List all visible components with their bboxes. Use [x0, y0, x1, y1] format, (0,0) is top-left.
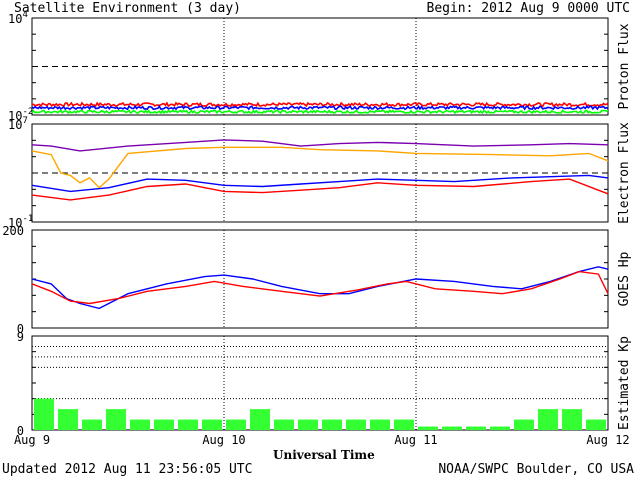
- kp-bar: [370, 419, 390, 430]
- panel-frame-2: [31, 229, 609, 329]
- x-tick-label: Aug 9: [14, 433, 50, 447]
- series-line-1-3: [31, 178, 609, 201]
- x-tick-label: Aug 11: [394, 433, 437, 447]
- x-tick-label: Aug 12: [586, 433, 629, 447]
- y-tick-label: 0: [17, 424, 24, 438]
- y-axis-label: Electron Flux: [617, 122, 632, 224]
- proton-series-0: [31, 101, 609, 108]
- y-tick-label: 200: [2, 224, 24, 238]
- kp-bar: [178, 419, 198, 430]
- x-axis-label: Universal Time: [273, 448, 375, 462]
- chart-title: Satellite Environment (3 day): [14, 1, 241, 16]
- x-tick-label: Aug 10: [202, 433, 245, 447]
- kp-bar: [322, 419, 342, 430]
- series-line-2-0: [31, 266, 609, 310]
- y-tick-label: 0: [17, 322, 24, 336]
- kp-bar: [298, 419, 318, 430]
- kp-bar: [466, 426, 486, 430]
- kp-bar: [490, 426, 510, 430]
- kp-bar: [346, 419, 366, 430]
- y-axis-label: Estimated Kp: [617, 336, 632, 430]
- kp-bar: [226, 419, 246, 430]
- kp-bar: [274, 419, 294, 430]
- kp-bar: [58, 409, 78, 430]
- begin-label: Begin: 2012 Aug 9 0000 UTC: [426, 1, 631, 16]
- y-axis-label: GOES Hp: [617, 251, 632, 306]
- kp-bar: [586, 419, 606, 430]
- y-tick-label: 9: [17, 330, 24, 344]
- kp-bar: [34, 398, 54, 430]
- kp-bar: [562, 409, 582, 430]
- y-axis-label: Proton Flux: [617, 23, 632, 109]
- kp-bar: [82, 419, 102, 430]
- series-line-1-2: [31, 174, 609, 193]
- kp-bar: [418, 426, 438, 430]
- kp-bar: [250, 409, 270, 430]
- series-line-2-1: [31, 270, 609, 305]
- y-tick-label: 104: [8, 10, 28, 26]
- panel-frame-0: [31, 17, 609, 116]
- y-tick-label: 107: [8, 116, 28, 132]
- kp-bar: [130, 419, 150, 430]
- kp-bar: [442, 426, 462, 430]
- proton-series-2: [31, 109, 609, 115]
- kp-bar: [106, 409, 126, 430]
- series-line-1-0: [31, 139, 609, 152]
- kp-bar: [538, 409, 558, 430]
- panel-frame-1: [31, 123, 609, 223]
- updated-timestamp: Updated 2012 Aug 11 23:56:05 UTC: [2, 462, 253, 477]
- kp-bar: [514, 419, 534, 430]
- series-line-1-1: [31, 146, 609, 189]
- kp-bar: [202, 419, 222, 430]
- proton-series-1: [31, 104, 609, 111]
- source-credit: NOAA/SWPC Boulder, CO USA: [438, 462, 634, 477]
- kp-bar: [394, 419, 414, 430]
- kp-bar: [154, 419, 174, 430]
